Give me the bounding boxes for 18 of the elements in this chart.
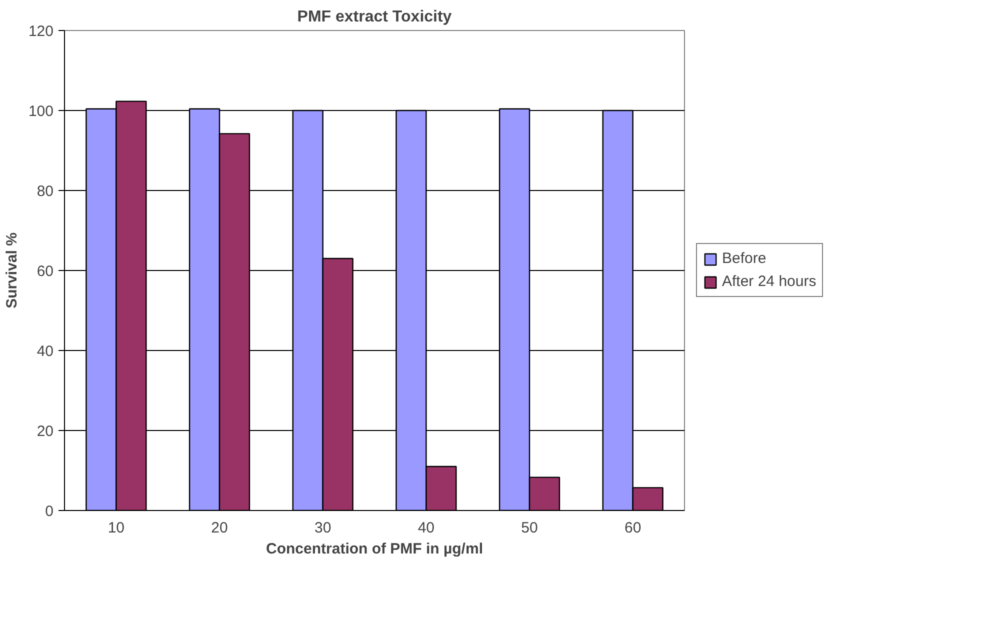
x-tick-label: 20 (211, 520, 228, 536)
y-tick-label: 20 (36, 423, 54, 440)
y-tick-label: 0 (45, 503, 54, 520)
x-tick-label: 40 (418, 520, 435, 536)
legend-label: After 24 hours (722, 273, 816, 290)
x-tick-label: 60 (624, 520, 642, 536)
x-tick-label: 30 (314, 520, 332, 536)
y-axis-title: Survival % (3, 232, 20, 308)
x-tick-label: 50 (521, 520, 538, 536)
x-axis-title: Concentration of PMF in µg/ml (266, 540, 483, 558)
y-tick-label: 100 (28, 103, 54, 120)
x-tick-label: 10 (108, 520, 125, 536)
y-tick-label: 80 (36, 183, 54, 200)
legend-label: Before (722, 250, 766, 267)
chart-title: PMF extract Toxicity (297, 8, 452, 26)
y-tick-label: 120 (28, 23, 54, 40)
y-tick-label: 40 (36, 343, 54, 360)
y-tick-label: 60 (36, 263, 54, 280)
